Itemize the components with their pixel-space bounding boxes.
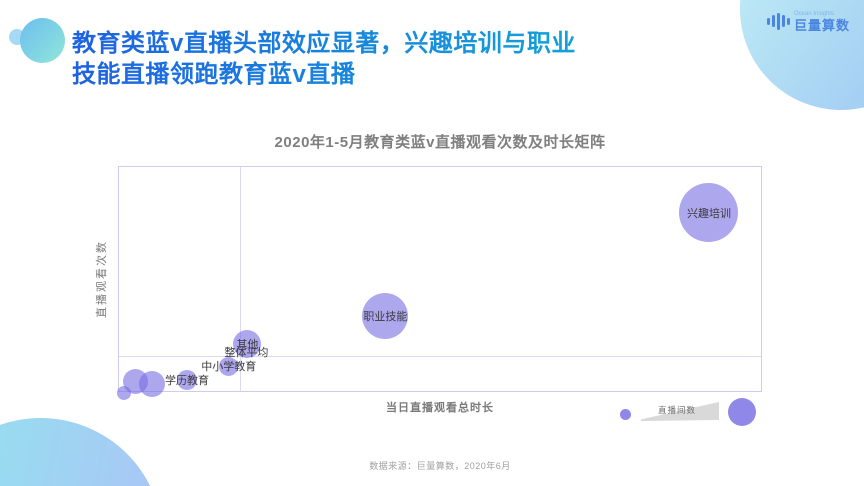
bubble-学历教育: 学历教育 xyxy=(165,370,209,391)
chart-title: 2020年1-5月教育类蓝v直播观看次数及时长矩阵 xyxy=(274,134,606,151)
brand-name-en: Ocean Insights xyxy=(793,10,835,17)
bubble-label: 中小学教育 xyxy=(201,361,257,374)
decorative-circle-top-left-small xyxy=(9,29,25,45)
average-reference-label: 整体平均 xyxy=(224,347,269,360)
decorative-circle-top-left-large xyxy=(20,18,65,63)
average-reference-line-horizontal xyxy=(119,356,761,358)
brand-logo: Ocean Insights 巨量算数 xyxy=(766,10,850,33)
average-reference-line-vertical xyxy=(240,167,242,391)
bubble-label: 学历教育 xyxy=(165,375,210,388)
page-title-line2: 技能直播领跑教育蓝v直播 xyxy=(72,61,356,88)
equalizer-bars-icon xyxy=(766,10,790,32)
legend-small-bubble xyxy=(620,409,631,420)
data-source: 数据来源：巨量算数，2020年6月 xyxy=(369,461,511,471)
bubble-中小学教育: 中小学教育 xyxy=(201,356,256,376)
plot-area: 兴趣培训职业技能其他中小学教育 学历教育 整体平均 xyxy=(117,166,762,401)
bubble-label: 职业技能 xyxy=(363,310,408,323)
bubble-unlabeled-7 xyxy=(117,386,132,401)
bubble-unlabeled-6 xyxy=(138,371,165,398)
legend-large-bubble xyxy=(728,398,756,426)
bubble-职业技能: 职业技能 xyxy=(362,292,409,339)
page-title: 教育类蓝v直播头部效应显著，兴趣培训与职业 技能直播领跑教育蓝v直播 xyxy=(72,28,712,90)
brand-name-cn: 巨量算数 xyxy=(793,17,850,33)
legend-label: 直播间数 xyxy=(657,405,696,415)
y-axis-label: 直播观看次数 xyxy=(96,240,108,318)
bubble-其他: 其他 xyxy=(233,329,262,358)
x-axis-label: 当日直播观看总时长 xyxy=(386,402,494,414)
decorative-blob-bottom-left xyxy=(0,418,163,486)
bubble-兴趣培训: 兴趣培训 xyxy=(679,183,739,243)
page-title-line1: 教育类蓝v直播头部效应显著，兴趣培训与职业 xyxy=(72,30,576,57)
bubble-label: 其他 xyxy=(236,338,259,351)
bubble-label: 兴趣培训 xyxy=(686,207,731,220)
